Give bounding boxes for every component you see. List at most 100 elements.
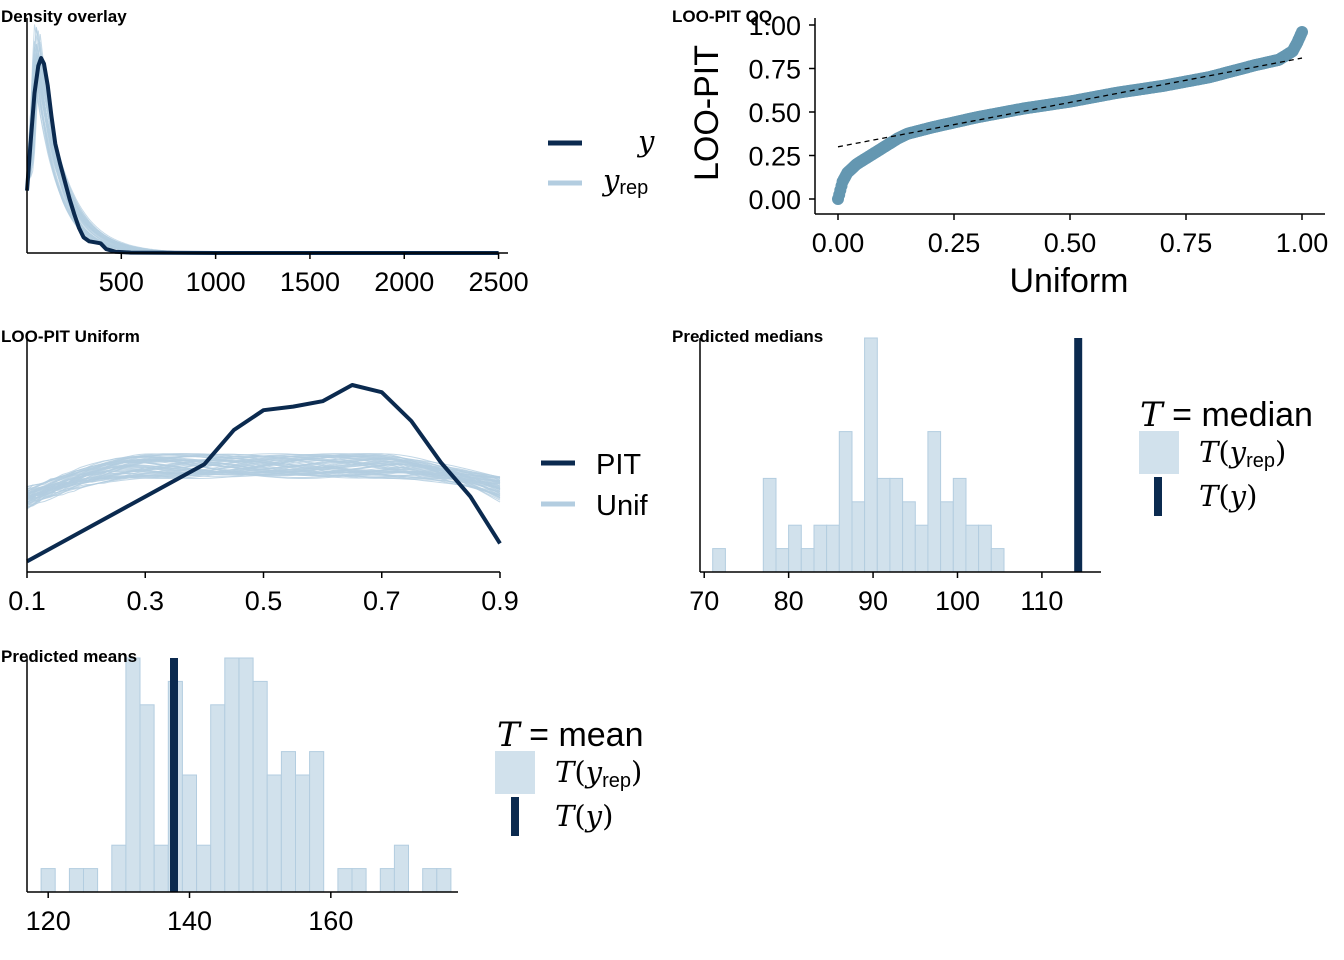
median-bar <box>775 548 790 573</box>
median-bar <box>990 548 1005 573</box>
unif-density-line <box>26 453 501 500</box>
predicted-means-title: Predicted means <box>1 647 137 666</box>
density-x-tick-label: 2500 <box>469 267 529 297</box>
yrep-density-line <box>26 79 329 254</box>
mean-bar <box>210 704 226 893</box>
qq-x-tick-label: 0.50 <box>1044 228 1097 258</box>
yrep-density-line <box>26 52 329 254</box>
mean-bar <box>309 751 325 893</box>
unif-density-line <box>26 454 501 501</box>
yrep-density-line <box>26 60 329 254</box>
mean-observed-line <box>170 658 178 892</box>
predicted-medians-title: Predicted medians <box>672 327 823 346</box>
legend-label-yrep: yrep <box>601 163 648 199</box>
qq-points <box>832 26 1308 205</box>
density-x-tick-label: 1000 <box>186 267 246 297</box>
legend-label-ty: T(y) <box>1199 479 1257 513</box>
qq-x-tick-label: 0.75 <box>1160 228 1213 258</box>
mean-bar <box>125 657 141 893</box>
mean-bar <box>280 751 296 893</box>
median-bar <box>864 337 878 573</box>
median-bar <box>952 477 967 573</box>
yrep-density-line <box>26 52 329 254</box>
mean-x-tick-label: 160 <box>308 906 353 936</box>
yrep-density-line <box>26 54 329 254</box>
median-bar <box>788 524 802 573</box>
qq-reference-dashed-line <box>837 57 1303 148</box>
legend-key-trep <box>1139 431 1179 474</box>
yrep-density-line <box>26 81 329 254</box>
qq-y-ticks: 0.00 0.25 0.50 0.75 1.00 <box>748 11 815 215</box>
median-bar <box>940 501 954 573</box>
predicted-medians-panel: Predicted medians 70 80 90 100 110 T = media… <box>672 327 1313 616</box>
median-bar <box>826 524 840 573</box>
mean-bar <box>266 774 282 893</box>
yrep-density-line <box>26 41 329 254</box>
mean-bar <box>379 868 395 893</box>
yrep-density-line <box>26 73 329 254</box>
legend-label-y: y <box>636 124 655 158</box>
median-bar <box>965 524 980 573</box>
unif-density-line <box>26 456 501 489</box>
pit-x-tick-label: 0.5 <box>245 586 283 616</box>
legend-label-pit: PIT <box>596 449 641 481</box>
median-bar <box>712 548 726 573</box>
qq-x-tick-label: 1.00 <box>1276 228 1329 258</box>
mean-bar <box>436 868 452 893</box>
yrep-density-line <box>26 45 329 254</box>
mean-bar <box>393 844 409 893</box>
mean-bar <box>196 844 212 893</box>
pit-x-tick-label: 0.7 <box>363 586 401 616</box>
median-x-tick-label: 100 <box>935 586 980 616</box>
median-bar <box>889 477 904 573</box>
yrep-density-line <box>26 67 329 254</box>
median-bar <box>800 548 815 573</box>
mean-bar <box>337 868 353 893</box>
legend-key-ty <box>1154 477 1162 516</box>
median-bar <box>762 477 777 573</box>
median-bar <box>851 501 866 573</box>
median-observed-bar <box>1074 338 1083 572</box>
qq-y-tick-label: 0.25 <box>748 142 801 172</box>
mean-bar <box>295 774 311 893</box>
yrep-density-line <box>26 58 329 254</box>
median-legend-title: T = median <box>1140 395 1313 435</box>
median-histogram-bars <box>712 337 1005 573</box>
mean-bar <box>238 657 254 893</box>
qq-x-axis-title: Uniform <box>1009 262 1128 300</box>
loo-pit-qq-title: LOO-PIT QQ <box>672 7 772 26</box>
pit-x-tick-label: 0.3 <box>126 586 164 616</box>
median-observed-line <box>1074 338 1083 572</box>
predicted-means-panel: Predicted means 120 140 160 T = mean T(yre… <box>1 647 644 936</box>
median-x-tick-label: 70 <box>689 586 719 616</box>
mean-x-ticks: 120 140 160 <box>26 892 353 936</box>
yrep-density-line <box>26 70 329 254</box>
mean-histogram-bars <box>40 657 452 893</box>
qq-y-axis-title: LOO-PIT <box>688 45 726 181</box>
density-x-tick-label: 1500 <box>280 267 340 297</box>
yrep-density-line <box>26 54 329 254</box>
yrep-density-line <box>26 59 329 254</box>
median-x-tick-label: 90 <box>858 586 888 616</box>
loo-pit-uniform-panel: LOO-PIT Uniform 0.1 0.3 0.5 0.7 0.9 PIT Unif <box>1 327 649 616</box>
yrep-density-line <box>26 67 329 254</box>
qq-x-ticks: 0.00 0.25 0.50 0.75 1.00 <box>812 214 1329 258</box>
legend-label-ty: T(y) <box>555 799 613 833</box>
qq-reference-line <box>837 57 1303 148</box>
unif-density-line <box>26 456 501 506</box>
mean-bar <box>181 774 197 893</box>
median-bar <box>902 501 916 573</box>
pit-density-line <box>26 383 502 564</box>
mean-bar <box>224 657 240 893</box>
yrep-density-line <box>26 71 329 254</box>
unif-density-line <box>26 455 501 501</box>
median-bar <box>927 431 942 573</box>
qq-x-tick-label: 0.25 <box>928 228 981 258</box>
median-x-tick-label: 110 <box>1020 586 1063 616</box>
yrep-density-line <box>26 41 329 254</box>
legend-label-trep: T(yrep) <box>555 755 642 792</box>
yrep-density-line <box>26 68 329 254</box>
mean-bar <box>252 680 268 893</box>
median-x-ticks: 70 80 90 100 110 <box>689 572 1063 616</box>
mean-bar <box>153 844 169 893</box>
